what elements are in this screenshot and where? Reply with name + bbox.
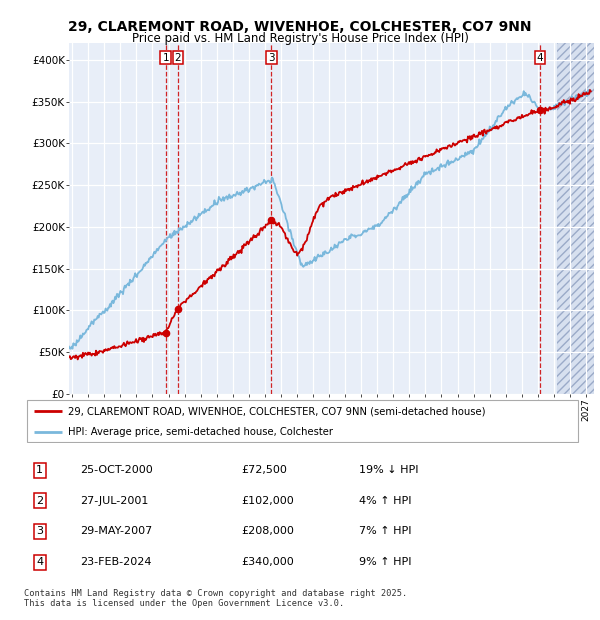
Text: 2: 2 [36, 496, 43, 506]
Text: £72,500: £72,500 [242, 465, 287, 475]
Bar [557, 43, 594, 394]
Text: 23-FEB-2024: 23-FEB-2024 [80, 557, 151, 567]
Bar [557, 43, 594, 394]
Text: HPI: Average price, semi-detached house, Colchester: HPI: Average price, semi-detached house,… [68, 427, 332, 437]
Text: £208,000: £208,000 [242, 526, 295, 536]
Text: 1: 1 [163, 53, 169, 63]
Text: 29, CLAREMONT ROAD, WIVENHOE, COLCHESTER, CO7 9NN: 29, CLAREMONT ROAD, WIVENHOE, COLCHESTER… [68, 20, 532, 34]
Text: 9% ↑ HPI: 9% ↑ HPI [359, 557, 412, 567]
Text: 25-OCT-2000: 25-OCT-2000 [80, 465, 152, 475]
Text: £340,000: £340,000 [242, 557, 295, 567]
Text: 29-MAY-2007: 29-MAY-2007 [80, 526, 152, 536]
Text: 4: 4 [537, 53, 544, 63]
Text: Contains HM Land Registry data © Crown copyright and database right 2025.
This d: Contains HM Land Registry data © Crown c… [24, 589, 407, 608]
FancyBboxPatch shape [27, 400, 578, 442]
Text: 4: 4 [36, 557, 43, 567]
Text: 3: 3 [36, 526, 43, 536]
Text: 3: 3 [268, 53, 275, 63]
Text: 27-JUL-2001: 27-JUL-2001 [80, 496, 148, 506]
Text: 1: 1 [36, 465, 43, 475]
Text: 7% ↑ HPI: 7% ↑ HPI [359, 526, 412, 536]
Text: 2: 2 [175, 53, 181, 63]
Text: £102,000: £102,000 [242, 496, 295, 506]
Text: 29, CLAREMONT ROAD, WIVENHOE, COLCHESTER, CO7 9NN (semi-detached house): 29, CLAREMONT ROAD, WIVENHOE, COLCHESTER… [68, 406, 485, 416]
Text: 19% ↓ HPI: 19% ↓ HPI [359, 465, 418, 475]
Text: Price paid vs. HM Land Registry's House Price Index (HPI): Price paid vs. HM Land Registry's House … [131, 32, 469, 45]
Text: 4% ↑ HPI: 4% ↑ HPI [359, 496, 412, 506]
